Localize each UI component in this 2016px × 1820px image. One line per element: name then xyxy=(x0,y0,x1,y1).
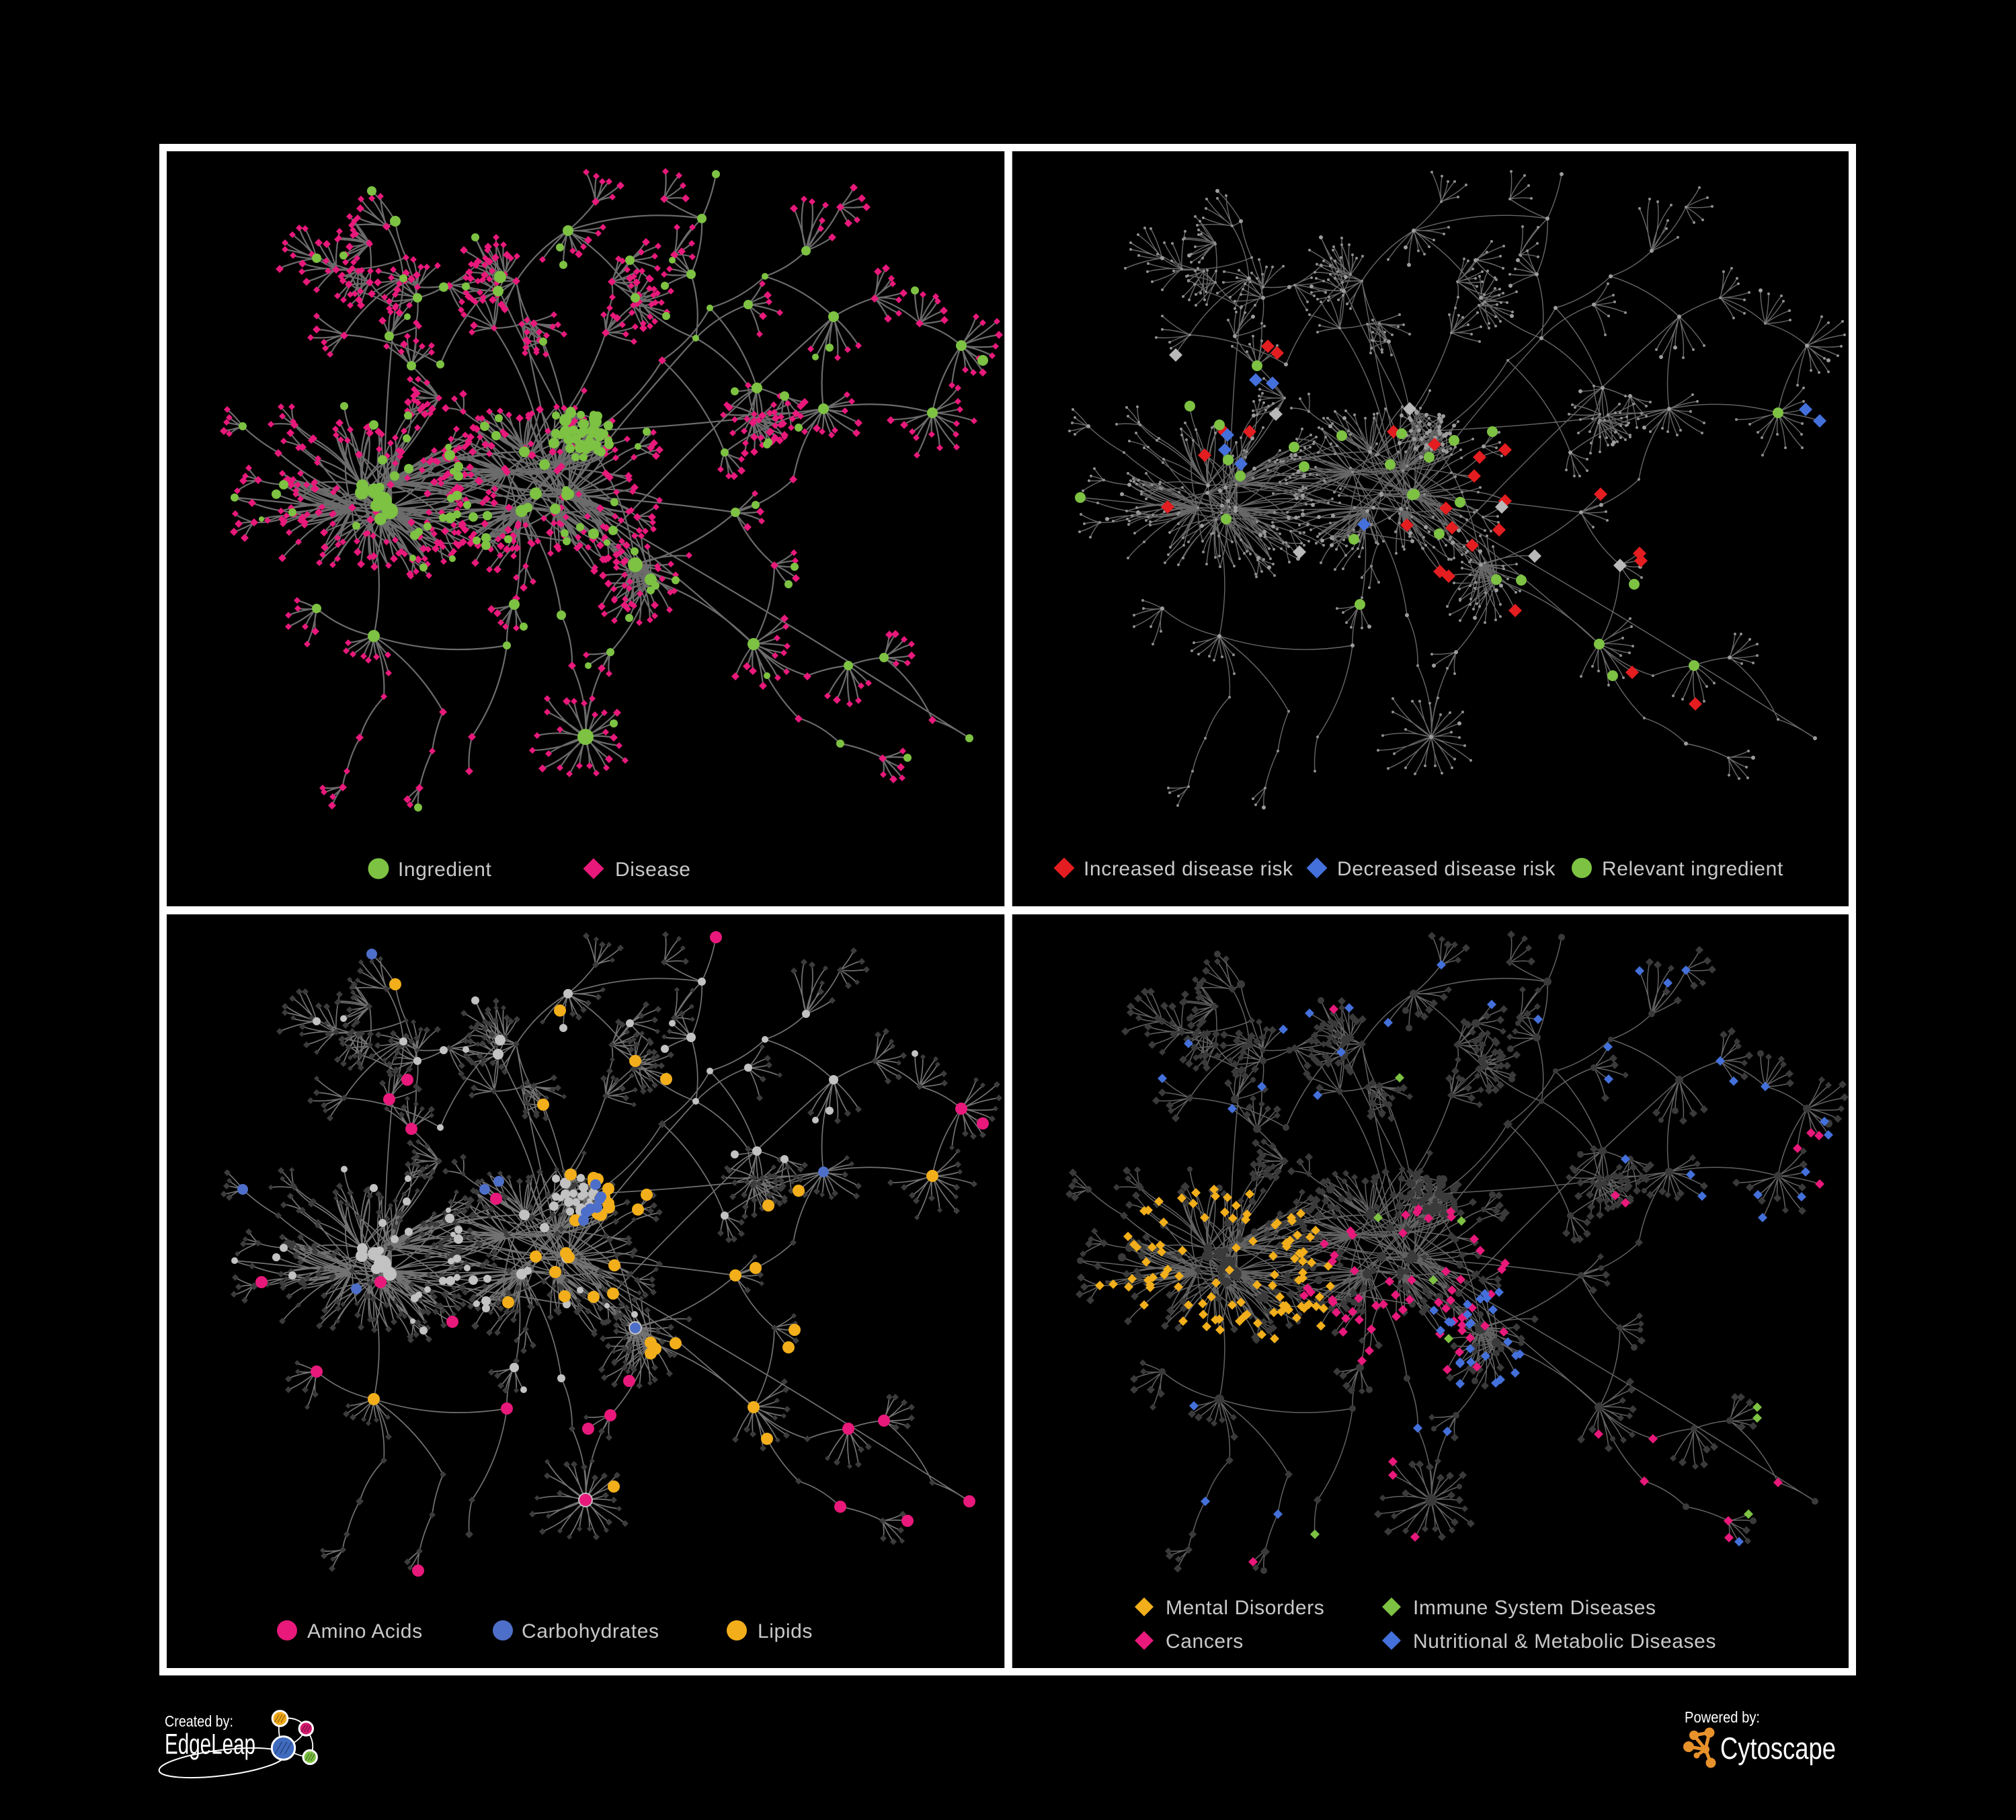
svg-text:Mental Disorders: Mental Disorders xyxy=(1166,1597,1324,1619)
svg-text:Amino Acids: Amino Acids xyxy=(307,1620,423,1643)
svg-text:Cytoscape: Cytoscape xyxy=(1720,1731,1836,1766)
svg-text:Nutritional & Metabolic Diseas: Nutritional & Metabolic Diseases xyxy=(1413,1630,1716,1653)
svg-text:Powered by:: Powered by: xyxy=(1685,1708,1760,1726)
svg-text:EdgeLeap: EdgeLeap xyxy=(165,1729,255,1761)
svg-text:Decreased disease risk: Decreased disease risk xyxy=(1337,858,1556,880)
svg-text:Ingredient: Ingredient xyxy=(398,859,491,881)
svg-text:Lipids: Lipids xyxy=(758,1620,813,1643)
svg-text:Increased disease risk: Increased disease risk xyxy=(1084,858,1293,880)
svg-text:Carbohydrates: Carbohydrates xyxy=(522,1620,659,1643)
svg-text:Cancers: Cancers xyxy=(1166,1630,1244,1653)
svg-text:Created by:: Created by: xyxy=(165,1712,233,1730)
svg-text:Relevant ingredient: Relevant ingredient xyxy=(1602,858,1783,880)
svg-text:Disease: Disease xyxy=(615,859,691,881)
svg-text:Immune System Diseases: Immune System Diseases xyxy=(1413,1597,1656,1619)
